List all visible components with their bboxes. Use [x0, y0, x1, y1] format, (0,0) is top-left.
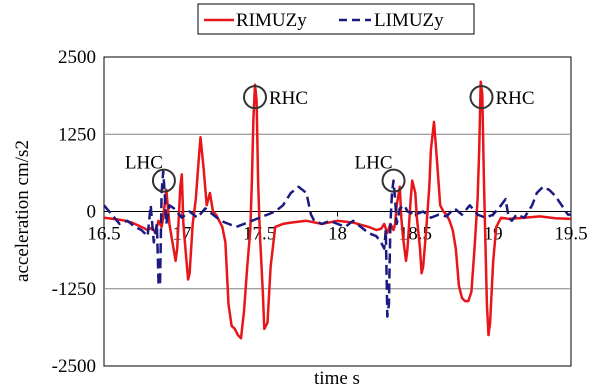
series-line-limuzy	[103, 170, 571, 318]
legend: RIMUZy LIMUZy	[197, 3, 475, 35]
annotation-label-rhc: RHC	[269, 88, 308, 109]
y-axis-title: acceleration cm/s2	[12, 140, 33, 282]
series-line-rimuzy	[103, 80, 572, 340]
annotation-label-lhc: LHC	[355, 153, 393, 174]
annotation-label-lhc: LHC	[125, 153, 163, 174]
x-tick-label: 17	[172, 224, 191, 245]
legend-label-rimuzy: RIMUZy	[236, 10, 307, 31]
x-tick-label: 19.5	[554, 224, 587, 245]
annotation-label-rhc: RHC	[495, 88, 534, 109]
legend-label-limuzy: LIMUZy	[374, 10, 444, 31]
x-tick-label: 18	[328, 224, 347, 245]
y-tick-label: -1250	[52, 279, 96, 300]
x-axis-title: time s	[314, 368, 360, 388]
series-lines	[103, 80, 572, 340]
y-tick-label: 1250	[58, 124, 96, 145]
x-tick-label: 16.5	[87, 224, 120, 245]
annotation-circle-rhc	[469, 85, 494, 110]
annotation-circle-lhc	[151, 168, 176, 193]
y-tick-label: 0	[87, 202, 97, 223]
y-tick-labels: 2500 1250 0 -1250 -2500	[52, 47, 96, 377]
annotations: LHC RHC LHC RHC	[125, 85, 535, 193]
annotation-circle-rhc	[242, 85, 267, 110]
y-tick-label: -2500	[52, 356, 96, 377]
legend-box	[197, 3, 475, 35]
annotation-circle-lhc	[381, 168, 406, 193]
x-tick-label: 19	[484, 224, 503, 245]
y-tick-label: 2500	[58, 47, 96, 68]
